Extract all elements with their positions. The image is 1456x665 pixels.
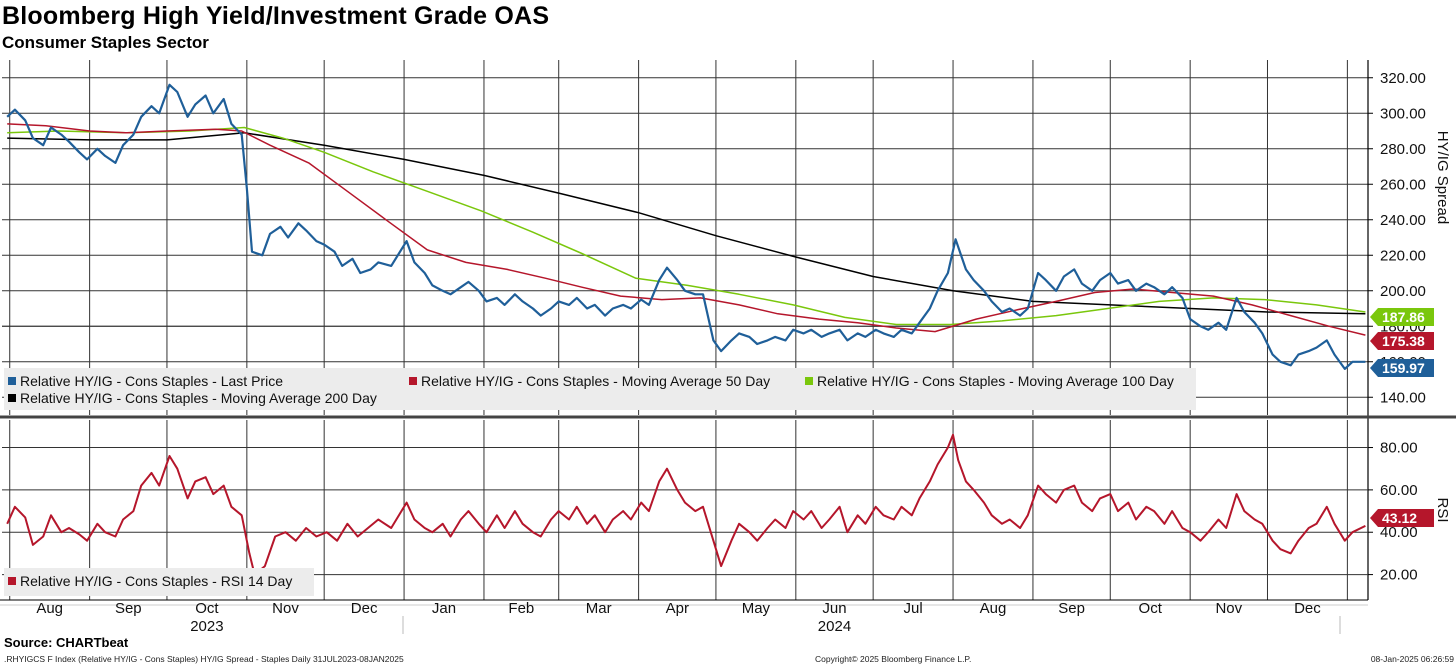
lower-series xyxy=(6,433,1366,576)
legend-label: Relative HY/IG - Cons Staples - Moving A… xyxy=(817,373,1174,389)
x-tick-label: Sep xyxy=(1058,600,1085,617)
y-tick-label: 240.00 xyxy=(1380,212,1426,229)
right-axis: 140.00160.00180.00200.00220.00240.00260.… xyxy=(1368,70,1451,584)
last-value-ma100-bg xyxy=(1370,308,1434,326)
y-tick-label: 200.00 xyxy=(1380,283,1426,300)
x-axis: Aug Sep Oct Nov Dec Jan Feb Mar Apr May Jun Jul Aug S… xyxy=(0,600,1368,635)
timestamp: 08-Jan-2025 06:26:59 xyxy=(1370,654,1454,664)
x-tick-label: Feb xyxy=(508,600,534,617)
index-description: .RHYIGCS F Index (Relative HY/IG - Cons … xyxy=(4,654,404,664)
x-year-label: 2023 xyxy=(190,618,223,635)
last-value-price: 159.97 xyxy=(1382,360,1425,376)
x-tick-label: Aug xyxy=(36,600,63,617)
x-tick-label: Nov xyxy=(1215,600,1242,617)
x-tick-label: Dec xyxy=(1294,600,1321,617)
y-tick-label: 320.00 xyxy=(1380,70,1426,87)
y-tick-label: 300.00 xyxy=(1380,105,1426,122)
upper-series xyxy=(6,83,1366,370)
ma50-line xyxy=(7,123,1366,336)
copyright-note: Copyright© 2025 Bloomberg Finance L.P. xyxy=(815,654,972,664)
x-tick-label: Oct xyxy=(195,600,219,617)
last-value-ma50: 175.38 xyxy=(1382,333,1425,349)
x-tick-label: Sep xyxy=(115,600,142,617)
x-year-label: 2024 xyxy=(818,618,851,635)
last-value-rsi: 43.12 xyxy=(1382,510,1417,526)
x-tick-label: Nov xyxy=(272,600,299,617)
ma100-line xyxy=(7,126,1366,326)
legend-label: Relative HY/IG - Cons Staples - Last Pri… xyxy=(20,373,283,389)
x-tick-label: Dec xyxy=(351,600,378,617)
price-line xyxy=(6,83,1366,370)
y-tick-label: 40.00 xyxy=(1380,524,1418,541)
y-tick-label: 80.00 xyxy=(1380,440,1418,457)
upper-legend-box xyxy=(4,368,1196,410)
x-tick-label: Jul xyxy=(904,600,923,617)
legend-swatch xyxy=(409,377,417,385)
lower-legend-box xyxy=(4,568,314,596)
x-tick-label: Jan xyxy=(432,600,456,617)
y-tick-label: 280.00 xyxy=(1380,141,1426,158)
y-tick-label: 260.00 xyxy=(1380,176,1426,193)
upper-legend: Relative HY/IG - Cons Staples - Last Pri… xyxy=(4,368,1196,410)
legend-label: Relative HY/IG - Cons Staples - Moving A… xyxy=(421,373,770,389)
legend-label: Relative HY/IG - Cons Staples - RSI 14 D… xyxy=(20,573,292,589)
rsi-line xyxy=(6,433,1366,576)
last-value-tags: 187.86 175.38 159.97 43.12 xyxy=(1370,308,1434,527)
y-tick-label: 20.00 xyxy=(1380,567,1418,584)
legend-label: Relative HY/IG - Cons Staples - Moving A… xyxy=(20,390,377,406)
lower-grid xyxy=(0,420,1368,601)
last-value-ma100: 187.86 xyxy=(1382,309,1425,325)
x-tick-label: Aug xyxy=(980,600,1007,617)
y-tick-label: 60.00 xyxy=(1380,482,1418,499)
lower-legend: Relative HY/IG - Cons Staples - RSI 14 D… xyxy=(4,568,314,596)
upper-grid xyxy=(0,60,1456,600)
y-tick-label: 140.00 xyxy=(1380,389,1426,406)
y-axis-label: RSI xyxy=(1434,497,1451,522)
x-tick-label: May xyxy=(742,600,771,617)
x-tick-label: Mar xyxy=(586,600,612,617)
last-value-ma50-bg xyxy=(1370,332,1434,350)
ma200-line xyxy=(7,132,1366,315)
source-note: Source: CHARTbeat xyxy=(4,635,129,650)
legend-swatch xyxy=(8,377,16,385)
y-tick-label: 220.00 xyxy=(1380,247,1426,264)
legend-swatch xyxy=(8,577,16,585)
last-value-rsi-bg xyxy=(1370,509,1434,527)
chart-subtitle: Consumer Staples Sector xyxy=(2,33,209,52)
last-value-price-bg xyxy=(1370,359,1434,377)
chart-title: Bloomberg High Yield/Investment Grade OA… xyxy=(2,2,550,30)
x-tick-label: Apr xyxy=(666,600,689,617)
x-tick-label: Jun xyxy=(822,600,846,617)
x-tick-label: Oct xyxy=(1139,600,1163,617)
legend-swatch xyxy=(805,377,813,385)
y-axis-label: HY/IG Spread xyxy=(1434,131,1451,224)
legend-swatch xyxy=(8,394,16,402)
